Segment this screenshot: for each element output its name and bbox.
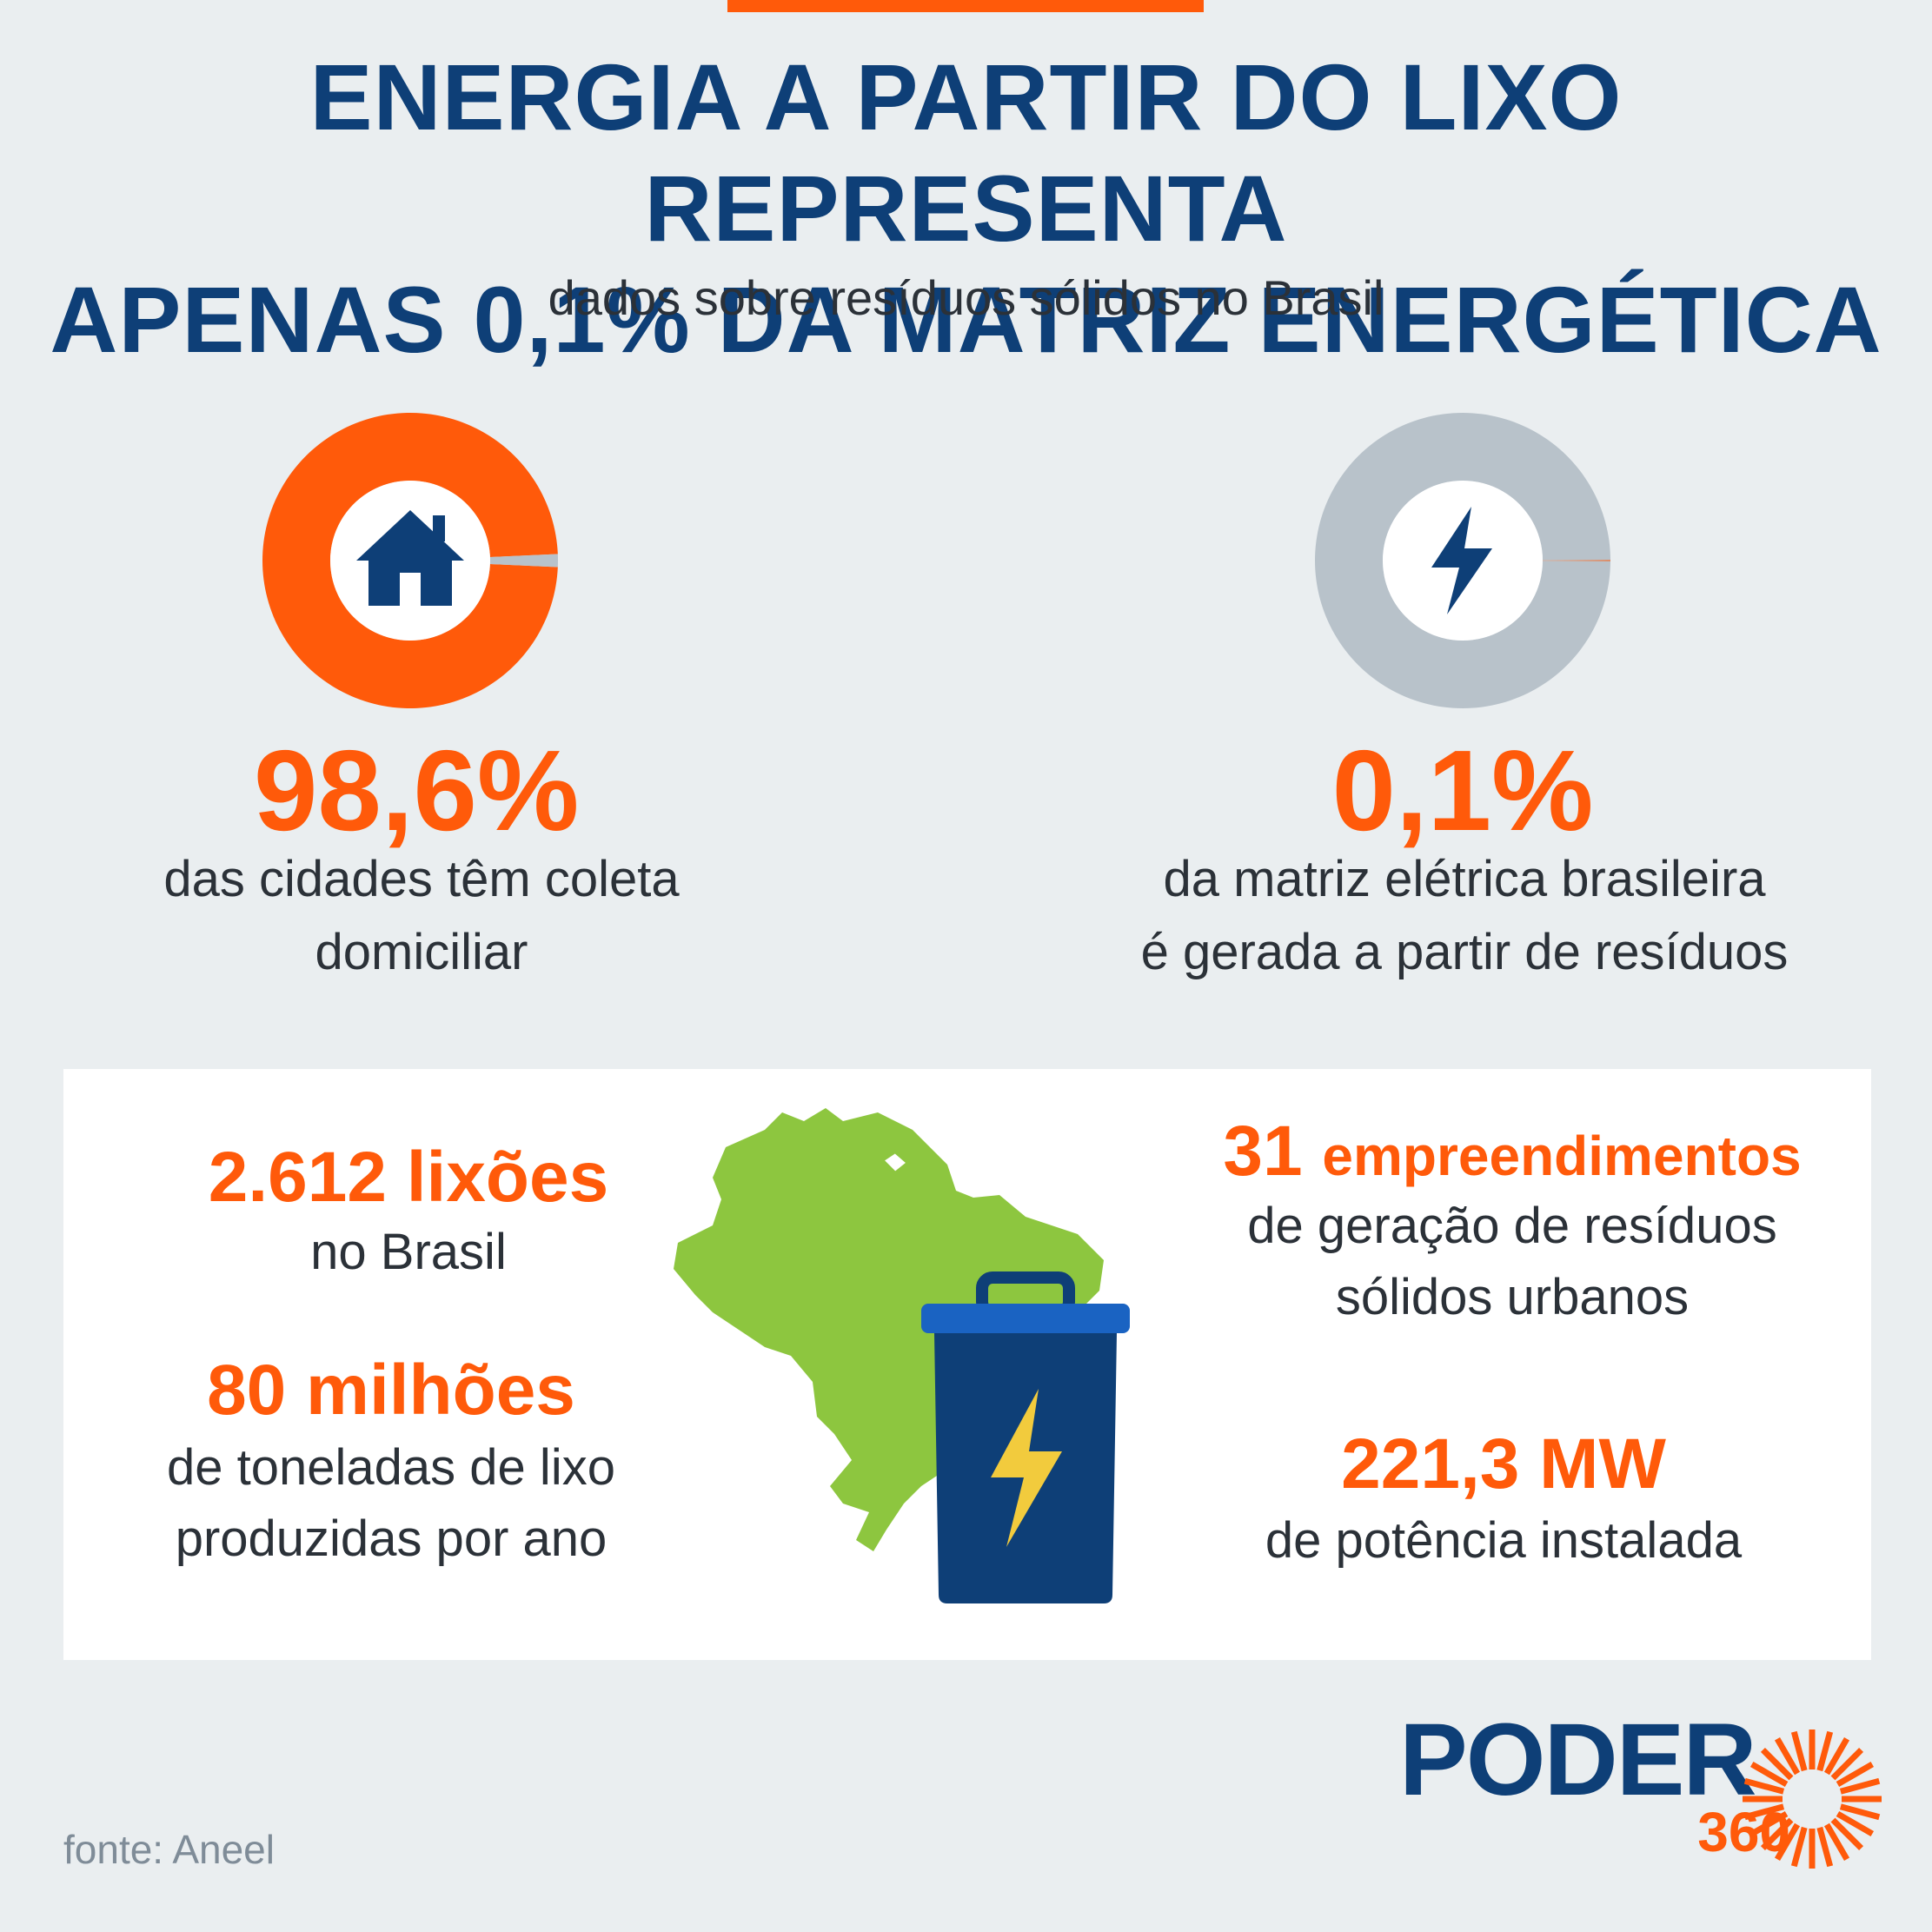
desc-line: das cidades têm coleta <box>163 851 680 907</box>
subtitle: dados sobre resíduos sólidos no Brasil <box>548 270 1384 325</box>
title-line-1: ENERGIA A PARTIR DO LIXO REPRESENTA <box>309 44 1623 261</box>
stat-power-text: de potência instalada <box>1199 1505 1808 1577</box>
stat-text-line: no Brasil <box>310 1224 507 1280</box>
title-line-2: APENAS 0,1% DA MATRIZ ENERGÉTICA <box>50 267 1882 372</box>
brazil-map-icon <box>674 1108 1104 1551</box>
page-title: ENERGIA A PARTIR DO LIXO REPRESENTA APEN… <box>0 42 1932 375</box>
illustration <box>674 1108 1130 1603</box>
stat-power-number: 221,3 MW <box>1341 1424 1666 1504</box>
stat-dumps-text: no Brasil <box>130 1217 687 1288</box>
stat-text-line: de geração de resíduos <box>1247 1198 1777 1254</box>
sunburst-ray <box>1760 1747 1794 1781</box>
stat-value-households: 98,6% <box>254 727 580 854</box>
lightning-bolt-icon <box>991 1389 1062 1547</box>
sunburst-ray <box>1749 1761 1789 1788</box>
stat-text-line: de potência instalada <box>1265 1512 1743 1569</box>
sunburst-ray <box>1816 1826 1834 1868</box>
stat-tons-text: de toneladas de lixo produzidas por ano <box>87 1432 695 1575</box>
sunburst-ray <box>1816 1730 1834 1772</box>
donut-segment <box>262 413 558 708</box>
donut-segment <box>1315 413 1610 708</box>
sunburst-ray <box>1760 1817 1794 1851</box>
stat-description-energy-matrix: da matriz elétrica brasileira é gerada a… <box>1078 843 1851 989</box>
lightning-bolt-icon <box>1431 507 1492 614</box>
sunburst-ray <box>1839 1803 1881 1821</box>
stat-ventures-suffix: empreendimentos <box>1322 1125 1802 1187</box>
stat-tons-number: 80 milhões <box>207 1351 575 1430</box>
sunburst-ray <box>1743 1803 1785 1821</box>
sunburst-ray <box>1830 1817 1864 1851</box>
trash-bin-icon <box>921 1271 1130 1603</box>
donut-chart-households <box>262 413 558 708</box>
sunburst-ray <box>1790 1730 1808 1772</box>
sunburst-ray <box>1839 1777 1881 1795</box>
sunburst-icon <box>1743 1730 1882 1869</box>
stat-value-energy-matrix: 0,1% <box>1331 727 1594 854</box>
sunburst-ray <box>1836 1761 1875 1788</box>
sunburst-ray <box>1749 1810 1789 1837</box>
source-note: fonte: Aneel <box>63 1827 275 1872</box>
sunburst-ray <box>1743 1777 1785 1795</box>
desc-line: é gerada a partir de resíduos <box>1140 924 1789 980</box>
top-accent-bar <box>727 0 1204 12</box>
donut-segment <box>1542 560 1610 561</box>
stat-ventures-text: de geração de resíduos sólidos urbanos <box>1182 1191 1842 1333</box>
sunburst-ray <box>1823 1822 1850 1862</box>
stat-text-line: de toneladas de lixo <box>167 1439 615 1496</box>
sunburst-ray <box>1830 1747 1864 1781</box>
desc-line: domiciliar <box>315 924 528 980</box>
house-icon <box>356 510 464 606</box>
stat-description-households: das cidades têm coleta domiciliar <box>70 843 773 989</box>
stat-dumps-number: 2.612 lixões <box>208 1138 609 1217</box>
sunburst-ray <box>1836 1810 1875 1837</box>
desc-line: da matriz elétrica brasileira <box>1163 851 1766 907</box>
poder360-logo: PODER 360 <box>1399 1703 1886 1869</box>
logo-word: PODER <box>1399 1703 1757 1817</box>
sunburst-ray <box>1790 1826 1808 1868</box>
donut-segment <box>489 554 558 568</box>
stat-text-line: produzidas por ano <box>175 1510 607 1567</box>
donut-chart-energy-matrix <box>1315 413 1610 708</box>
sunburst-ray <box>1823 1736 1850 1776</box>
sunburst-ray <box>1774 1822 1801 1862</box>
sunburst-ray <box>1774 1736 1801 1776</box>
stat-ventures-count: 31 <box>1223 1112 1303 1191</box>
stat-text-line: sólidos urbanos <box>1335 1269 1690 1325</box>
stat-ventures-number: 31 empreendimentos <box>1182 1112 1842 1195</box>
